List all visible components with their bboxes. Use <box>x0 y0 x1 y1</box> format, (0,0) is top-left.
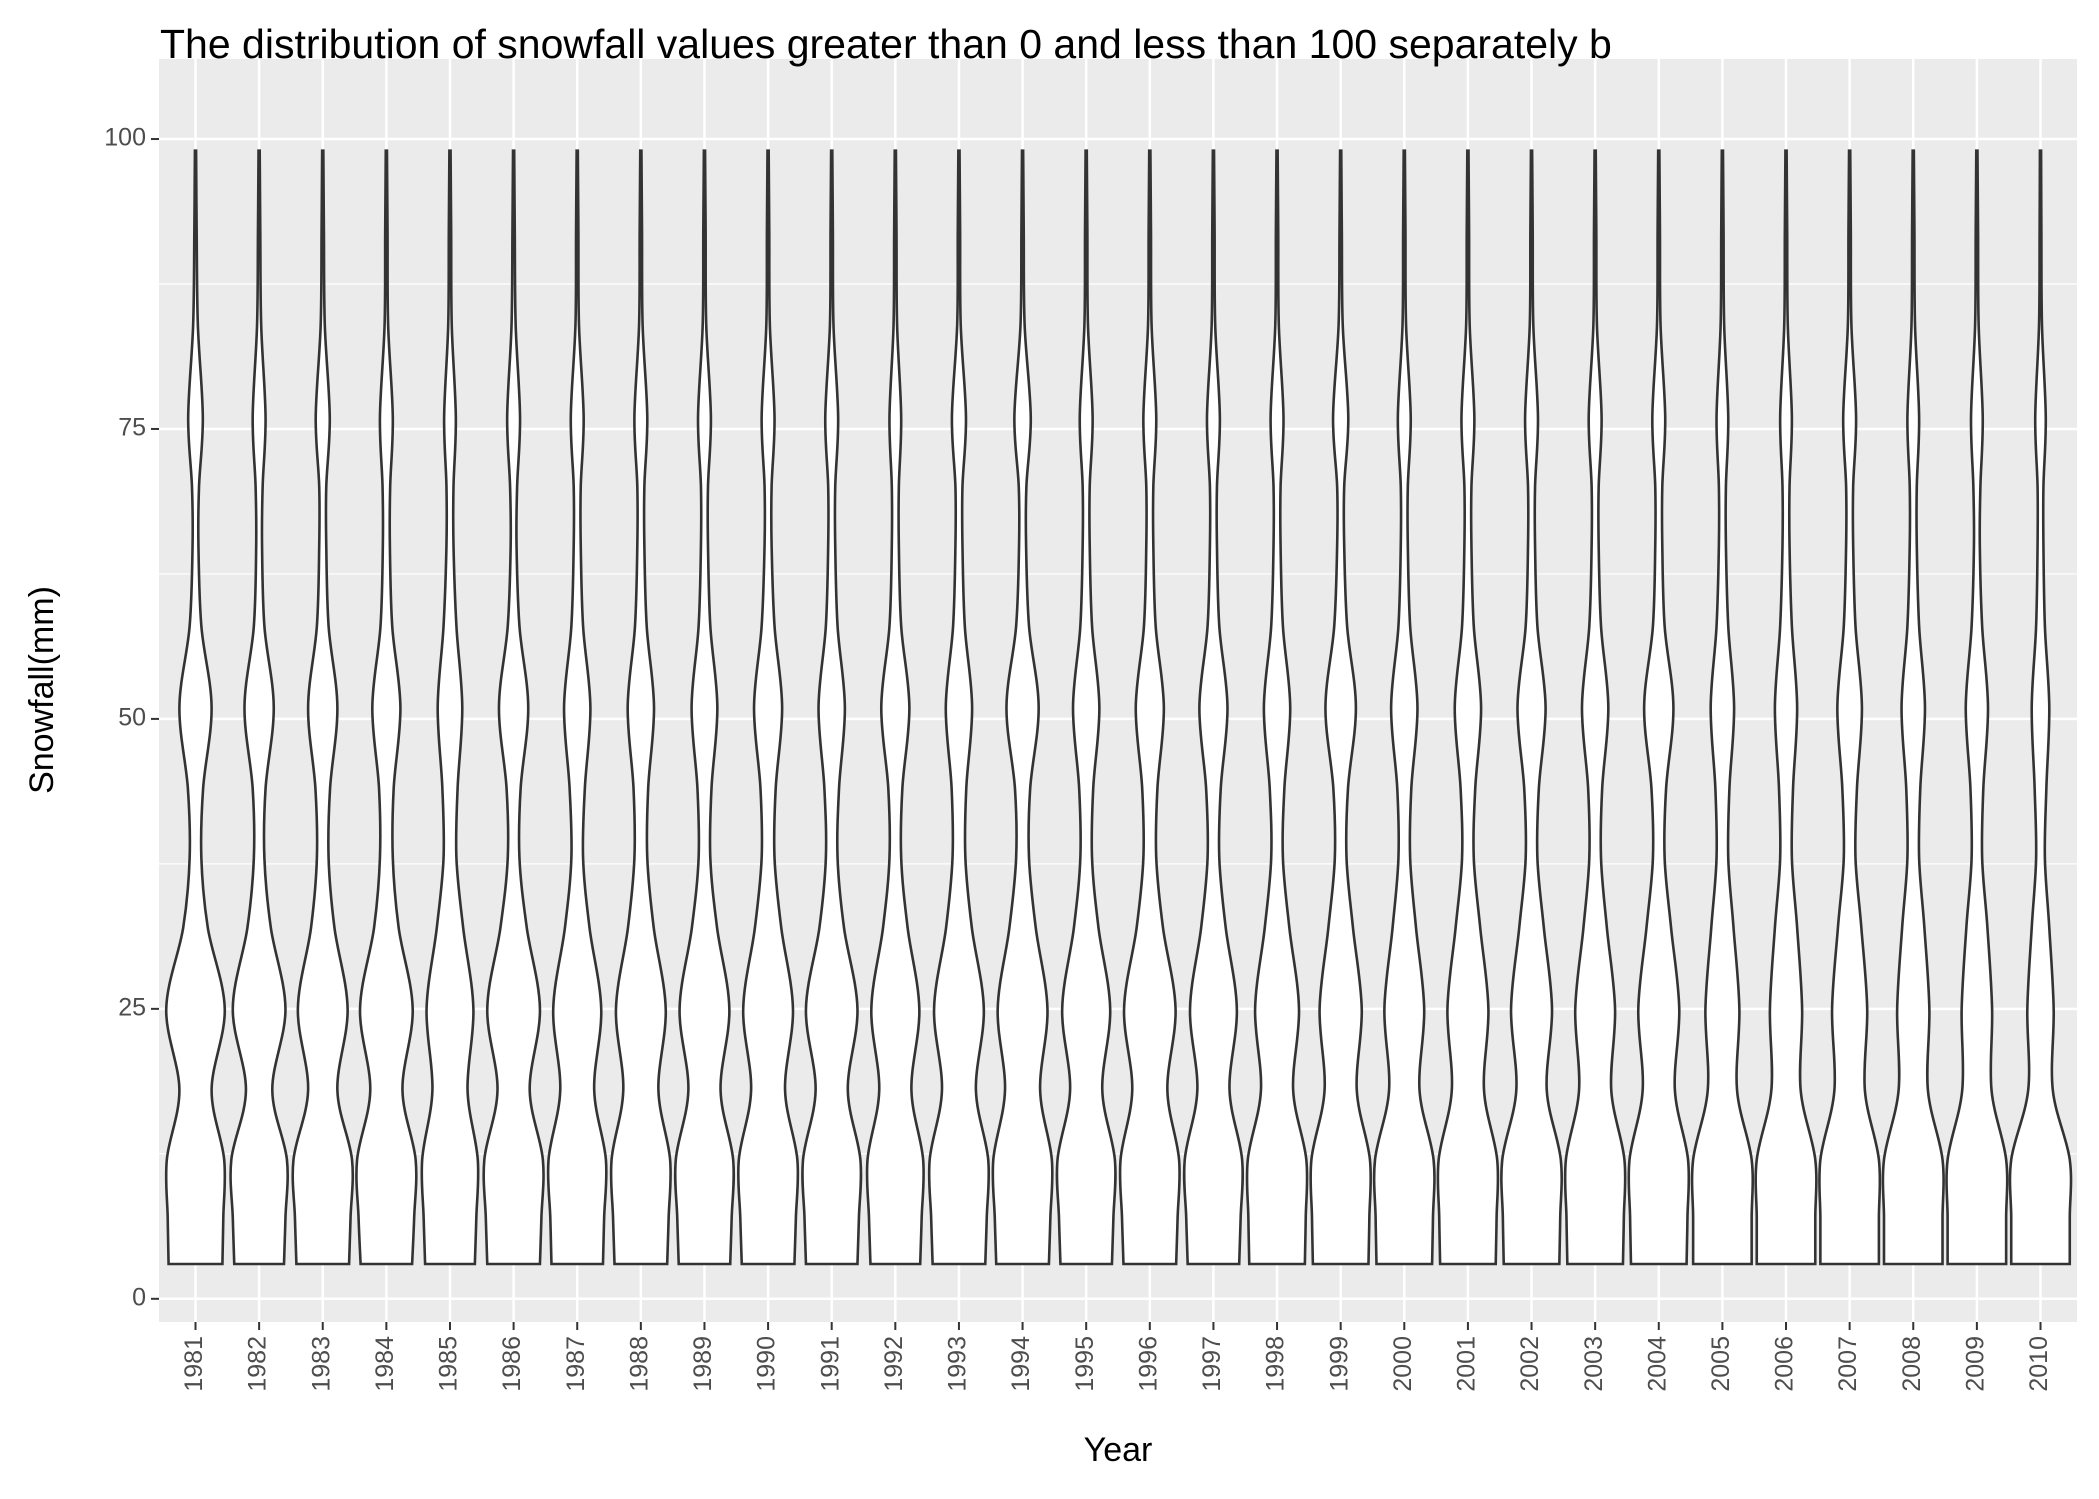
violin <box>229 149 289 1266</box>
violin <box>482 149 545 1266</box>
y-tick-label: 0 <box>132 1283 146 1311</box>
x-tick-label: 1989 <box>689 1336 717 1392</box>
x-tick-label: 2005 <box>1707 1336 1735 1392</box>
violin <box>355 149 418 1266</box>
chart-title: The distribution of snowfall values grea… <box>160 21 1612 67</box>
x-tick-label: 1993 <box>944 1336 972 1392</box>
x-tick-label: 2000 <box>1389 1336 1417 1392</box>
violin <box>1563 149 1627 1266</box>
x-tick-label: 2003 <box>1580 1336 1608 1392</box>
x-tick-label: 1983 <box>307 1336 335 1392</box>
violin <box>1754 149 1818 1266</box>
x-tick-label: 1990 <box>753 1336 781 1392</box>
x-tick-label: 2009 <box>1961 1336 1989 1392</box>
y-tick-label: 50 <box>118 704 146 732</box>
x-tick-label: 1994 <box>1007 1336 1035 1392</box>
violin <box>1309 149 1373 1266</box>
x-tick-label: 1981 <box>180 1336 208 1392</box>
y-axis-title: Snowfall(mm) <box>23 586 61 794</box>
violin <box>164 149 227 1266</box>
x-tick-label: 1997 <box>1198 1336 1226 1392</box>
x-tick-label: 1995 <box>1071 1336 1099 1392</box>
x-tick-label: 1984 <box>371 1336 399 1392</box>
x-axis-title: Year <box>1084 1431 1153 1469</box>
x-tick-label: 1988 <box>625 1336 653 1392</box>
panel <box>159 59 2077 1322</box>
violin <box>991 149 1054 1266</box>
violins <box>164 149 2073 1266</box>
violin <box>1055 149 1117 1266</box>
violin <box>1818 149 1882 1266</box>
violin <box>420 149 480 1266</box>
violin <box>609 149 672 1266</box>
x-tick-label: 1986 <box>498 1336 526 1392</box>
violin <box>1245 149 1309 1266</box>
x-tick-label: 1998 <box>1262 1336 1290 1392</box>
y-tick-label: 100 <box>104 124 146 152</box>
x-tick-label: 1987 <box>562 1336 590 1392</box>
violin <box>801 149 863 1266</box>
violin <box>1500 149 1563 1266</box>
violin <box>865 149 925 1266</box>
violin <box>1945 149 2009 1266</box>
violin <box>1436 149 1500 1266</box>
violin <box>1182 149 1245 1266</box>
x-tick-label: 1982 <box>244 1336 272 1392</box>
y-tick-label: 25 <box>118 993 146 1021</box>
violin <box>546 149 608 1266</box>
violin <box>1627 149 1691 1266</box>
x-tick-label: 2008 <box>1898 1336 1926 1392</box>
violin <box>736 149 800 1266</box>
violin <box>1690 149 1755 1266</box>
violin <box>927 149 991 1266</box>
x-tick-label: 1996 <box>1134 1336 1162 1392</box>
violin <box>291 149 355 1266</box>
x-tick-label: 2001 <box>1453 1336 1481 1392</box>
violin <box>1372 149 1436 1266</box>
x-tick-label: 2002 <box>1516 1336 1544 1392</box>
x-tick-label: 2004 <box>1643 1336 1671 1392</box>
x-tick-label: 1985 <box>435 1336 463 1392</box>
x-tick-label: 1999 <box>1325 1336 1353 1392</box>
x-tick-label: 2010 <box>2025 1336 2053 1392</box>
violin <box>1881 149 1945 1266</box>
x-tick-label: 1992 <box>880 1336 908 1392</box>
x-tick-label: 2006 <box>1771 1336 1799 1392</box>
violin <box>673 149 736 1266</box>
y-tick-label: 75 <box>118 414 146 442</box>
violin <box>2008 149 2073 1266</box>
x-tick-label: 2007 <box>1834 1336 1862 1392</box>
x-tick-label: 1991 <box>816 1336 844 1392</box>
violin <box>1118 149 1181 1266</box>
